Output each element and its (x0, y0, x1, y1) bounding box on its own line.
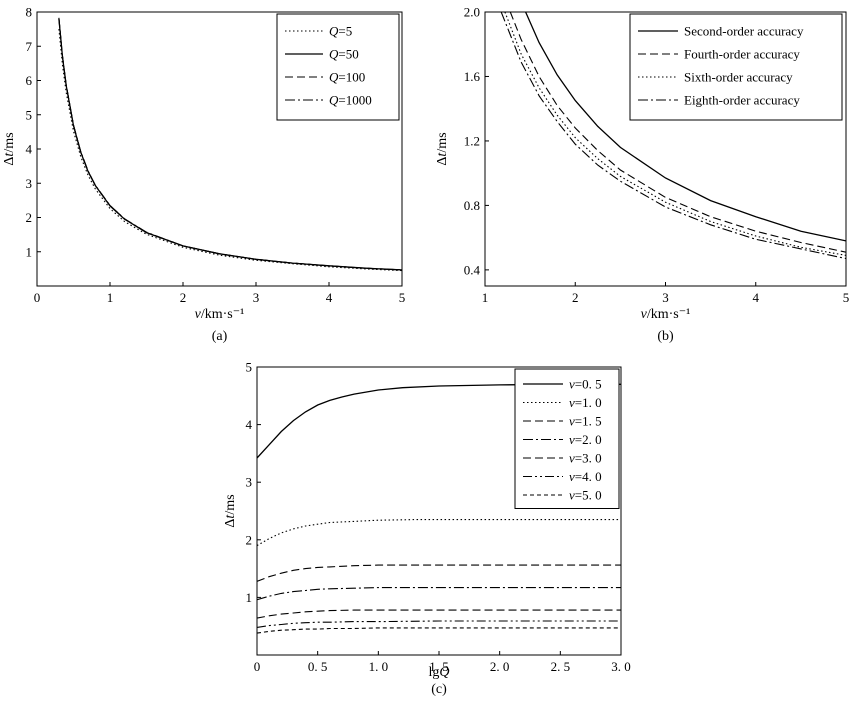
y-tick-label-c: 5 (246, 360, 253, 375)
y-tick-label-a: 7 (26, 39, 33, 54)
x-axis-label-a: v/km·s⁻¹ (195, 307, 245, 322)
legend-entry-b-2: Sixth-order accuracy (684, 70, 793, 85)
x-tick-label-a: 2 (180, 290, 187, 305)
y-tick-label-c: 2 (246, 532, 253, 547)
series-line-a-0 (58, 29, 402, 272)
legend-entry-c-1: v=1. 0 (569, 395, 602, 410)
x-tick-label-c: 1. 5 (429, 659, 449, 674)
legend-entry-b-0: Second-order accuracy (684, 24, 804, 39)
x-tick-label-c: 2. 5 (551, 659, 571, 674)
x-tick-label-a: 5 (399, 290, 406, 305)
legend-entry-c-0: v=0. 5 (569, 377, 602, 392)
series-line-c-4 (257, 609, 621, 619)
y-tick-label-b: 1.2 (464, 133, 480, 148)
x-tick-label-b: 2 (572, 290, 579, 305)
legend-entry-a-2: Q=100 (329, 70, 365, 85)
panel-caption-b: (b) (657, 329, 674, 344)
y-tick-label-a: 3 (26, 176, 33, 191)
x-tick-label-a: 1 (107, 290, 114, 305)
y-tick-label-a: 5 (26, 107, 33, 122)
legend-entry-a-0: Q=5 (329, 24, 352, 39)
y-tick-label-a: 8 (26, 5, 33, 20)
y-tick-label-a: 4 (26, 142, 33, 157)
x-tick-label-b: 5 (843, 290, 850, 305)
legend-entry-b-1: Fourth-order accuracy (684, 47, 800, 62)
legend-box-a (276, 13, 400, 121)
legend-entry-c-6: v=5. 0 (569, 488, 602, 503)
x-tick-label-b: 4 (753, 290, 760, 305)
legend-entry-c-3: v=2. 0 (569, 432, 602, 447)
y-tick-label-a: 1 (26, 244, 33, 259)
series-line-b-0 (525, 12, 846, 242)
y-axis-label-a: Δt/ms (2, 132, 17, 165)
panel-caption-c: (c) (431, 682, 447, 697)
y-tick-label-b: 0.8 (464, 198, 480, 213)
series-line-c-1 (257, 519, 621, 547)
x-tick-label-c: 0 (254, 659, 261, 674)
y-tick-label-c: 4 (246, 417, 253, 432)
series-line-c-3 (257, 587, 621, 601)
y-tick-label-b: 1.6 (464, 69, 481, 84)
panel-caption-a: (a) (212, 329, 228, 344)
legend-entry-c-2: v=1. 5 (569, 414, 602, 429)
y-axis-label-b: Δt/ms (435, 132, 450, 165)
x-tick-label-c: 1. 0 (369, 659, 389, 674)
y-tick-label-b: 2.0 (464, 5, 480, 20)
x-tick-label-b: 3 (662, 290, 669, 305)
x-tick-label-a: 4 (326, 290, 333, 305)
panel-b: 1 2 3 4 5 0.4 0.8 1.2 1.6 2.0 Second-order accurac… (435, 5, 849, 345)
panel-a: 0 1 2 3 4 5 1 2 3 4 5 6 7 8 Q=5 Q=50 Q=100 Q=1000 v/km·s⁻¹… (2, 5, 405, 345)
y-tick-label-c: 3 (246, 475, 253, 490)
x-tick-label-c: 2. 0 (490, 659, 510, 674)
y-tick-label-a: 2 (26, 210, 33, 225)
series-line-c-6 (257, 627, 621, 634)
legend-entry-c-5: v=4. 0 (569, 469, 602, 484)
series-line-b-1 (509, 12, 846, 253)
series-line-b-2 (504, 12, 846, 256)
x-tick-label-c: 0. 5 (308, 659, 328, 674)
series-line-c-2 (257, 564, 621, 582)
legend-box-b (629, 13, 843, 121)
x-tick-label-a: 3 (253, 290, 260, 305)
x-axis-label-c: lgQ (428, 665, 449, 680)
x-axis-label-b: v/km·s⁻¹ (641, 307, 691, 322)
y-tick-label-a: 6 (26, 73, 33, 88)
legend-entry-c-4: v=3. 0 (569, 451, 602, 466)
series-line-c-5 (257, 620, 621, 628)
legend-entry-a-1: Q=50 (329, 47, 359, 62)
x-tick-label-c: 3. 0 (611, 659, 631, 674)
series-line-b-3 (500, 12, 846, 260)
y-tick-label-c: 1 (246, 590, 253, 605)
x-tick-label-a: 0 (34, 290, 41, 305)
x-tick-label-b: 1 (482, 290, 489, 305)
series-line-a-3 (58, 17, 402, 271)
series-line-c-0 (257, 383, 621, 459)
panel-c: 0 0. 5 1. 0 1. 5 2. 0 2. 5 3. 0 1 2 3 4 5 v=0. 5 v=1.… (223, 360, 631, 698)
legend-entry-b-3: Eighth-order accuracy (684, 93, 800, 108)
legend-entry-a-3: Q=1000 (329, 93, 372, 108)
y-tick-label-b: 0.4 (464, 262, 481, 277)
y-axis-label-c: Δt/ms (223, 494, 238, 527)
legend-box-c (514, 368, 620, 509)
